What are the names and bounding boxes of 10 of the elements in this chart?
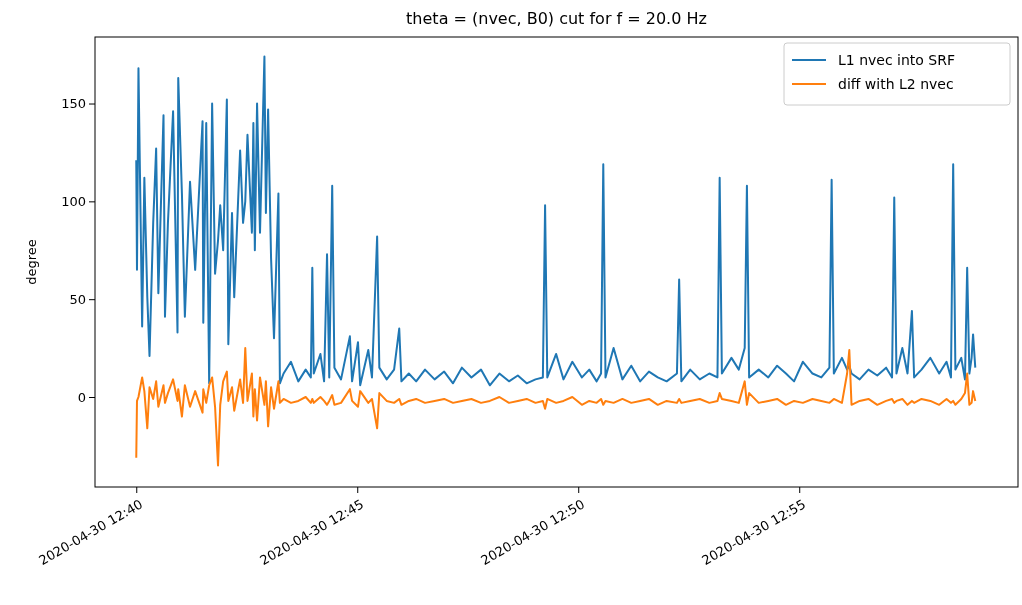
line-series xyxy=(135,55,977,387)
chart-title: theta = (nvec, B0) cut for f = 20.0 Hz xyxy=(406,9,707,28)
y-tick-label: 100 xyxy=(61,194,86,210)
y-tick-label: 50 xyxy=(69,291,86,307)
y-tick-label: 150 xyxy=(61,96,86,112)
y-axis-title: degree xyxy=(24,239,39,285)
legend-label: L1 nvec into SRF xyxy=(838,52,956,68)
y-tick-label: 0 xyxy=(77,389,86,405)
legend-label: diff with L2 nvec xyxy=(838,76,954,92)
line-series xyxy=(135,347,977,467)
